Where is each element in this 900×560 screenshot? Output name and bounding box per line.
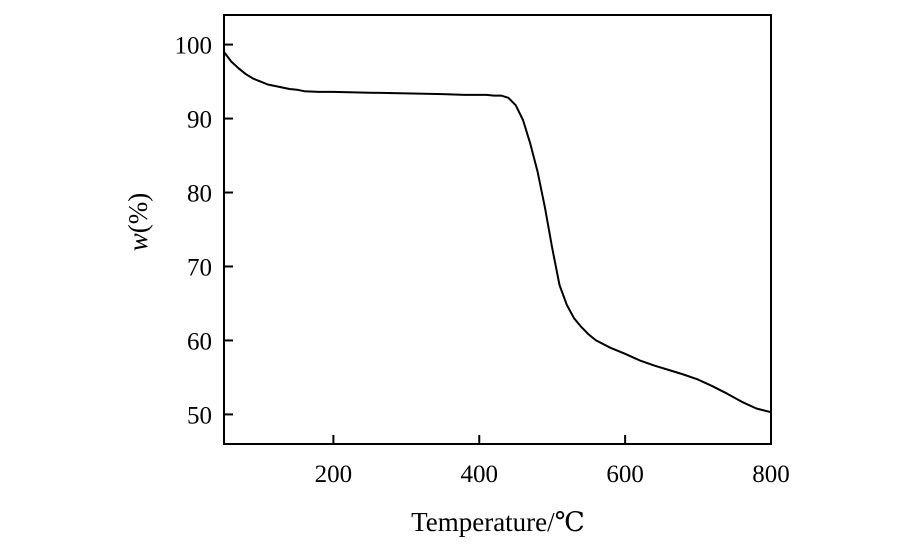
y-tick-label-100: 100	[175, 33, 213, 60]
x-tick-label-200: 200	[315, 461, 353, 488]
plot-frame-group	[223, 14, 772, 445]
y-tick-label-90: 90	[187, 107, 212, 134]
x-tick-label-400: 400	[461, 461, 499, 488]
y-tick-label-80: 80	[187, 181, 212, 208]
x-tick-label-600: 600	[606, 461, 644, 488]
plot-frame	[223, 14, 772, 445]
x-axis-ticks: 200 400 600 800	[315, 435, 790, 488]
y-tick-label-50: 50	[187, 402, 212, 429]
y-tick-label-70: 70	[187, 254, 212, 281]
y-axis-label-unit: (%)	[123, 193, 153, 233]
x-tick-label-800: 800	[752, 461, 790, 488]
y-tick-label-60: 60	[187, 328, 212, 355]
y-axis-ticks: 50 60 70 80 90 100	[175, 33, 233, 429]
series-line-0	[223, 51, 772, 414]
series-group	[223, 51, 772, 414]
x-axis-label: Temperature/℃	[411, 507, 585, 537]
y-axis-label: w(%)	[123, 193, 153, 252]
y-axis-label-variable: w	[123, 233, 153, 251]
